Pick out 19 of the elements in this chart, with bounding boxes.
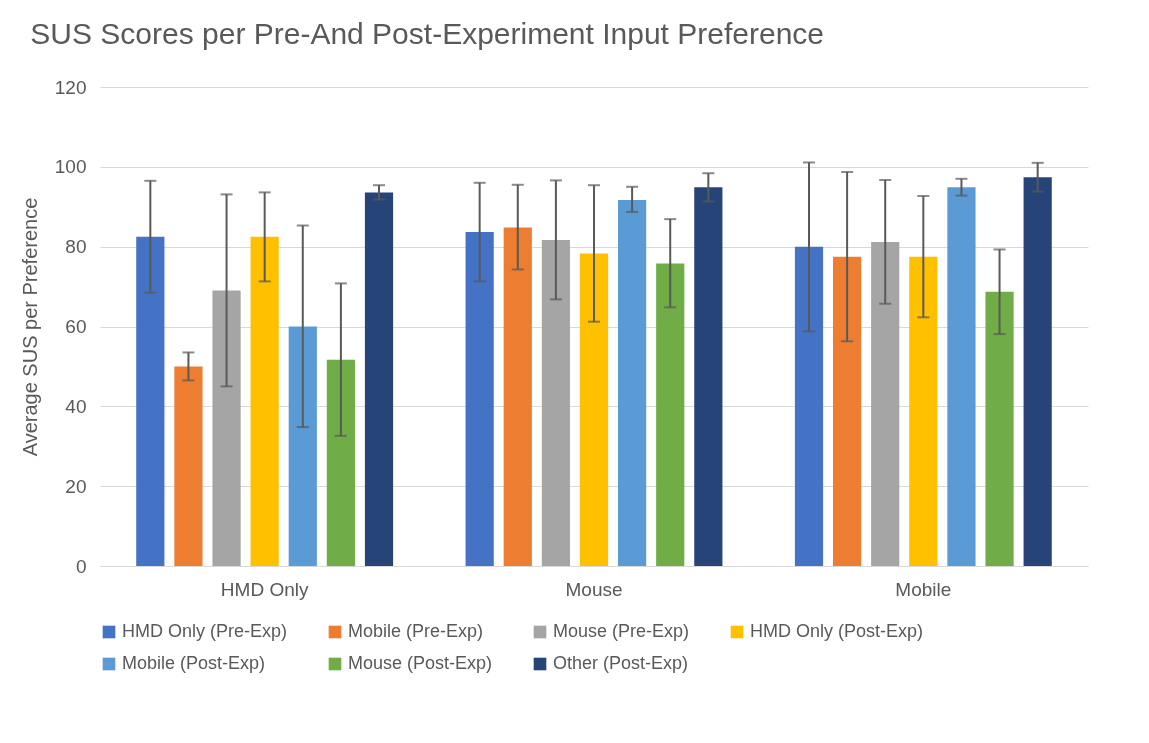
- y-tick-label: 20: [65, 475, 87, 497]
- y-tick-label: 100: [54, 156, 87, 178]
- y-tick-label: 40: [65, 395, 87, 417]
- legend-label: HMD Only (Pre-Exp): [122, 621, 288, 641]
- y-tick-label: 80: [65, 236, 87, 258]
- legend-label: Mouse (Post-Exp): [348, 653, 493, 673]
- chart-title: SUS Scores per Pre-And Post-Experiment Input Preference: [30, 17, 824, 50]
- y-tick-label: 120: [54, 76, 87, 98]
- legend-label: Mobile (Pre-Exp): [348, 621, 484, 641]
- x-tick-label: Mobile: [895, 578, 952, 600]
- legend-label: Other (Post-Exp): [553, 653, 689, 673]
- legend-label: Mobile (Post-Exp): [122, 653, 266, 673]
- x-tick-label: HMD Only: [220, 578, 309, 600]
- y-tick-label: 60: [65, 316, 87, 337]
- x-tick-label: Mouse: [565, 578, 623, 600]
- y-axis-title: Average SUS per Preference: [18, 197, 41, 457]
- legend-label: Mouse (Pre-Exp): [553, 621, 690, 641]
- legend-label: HMD Only (Post-Exp): [750, 621, 924, 641]
- y-tick-label: 0: [75, 555, 87, 577]
